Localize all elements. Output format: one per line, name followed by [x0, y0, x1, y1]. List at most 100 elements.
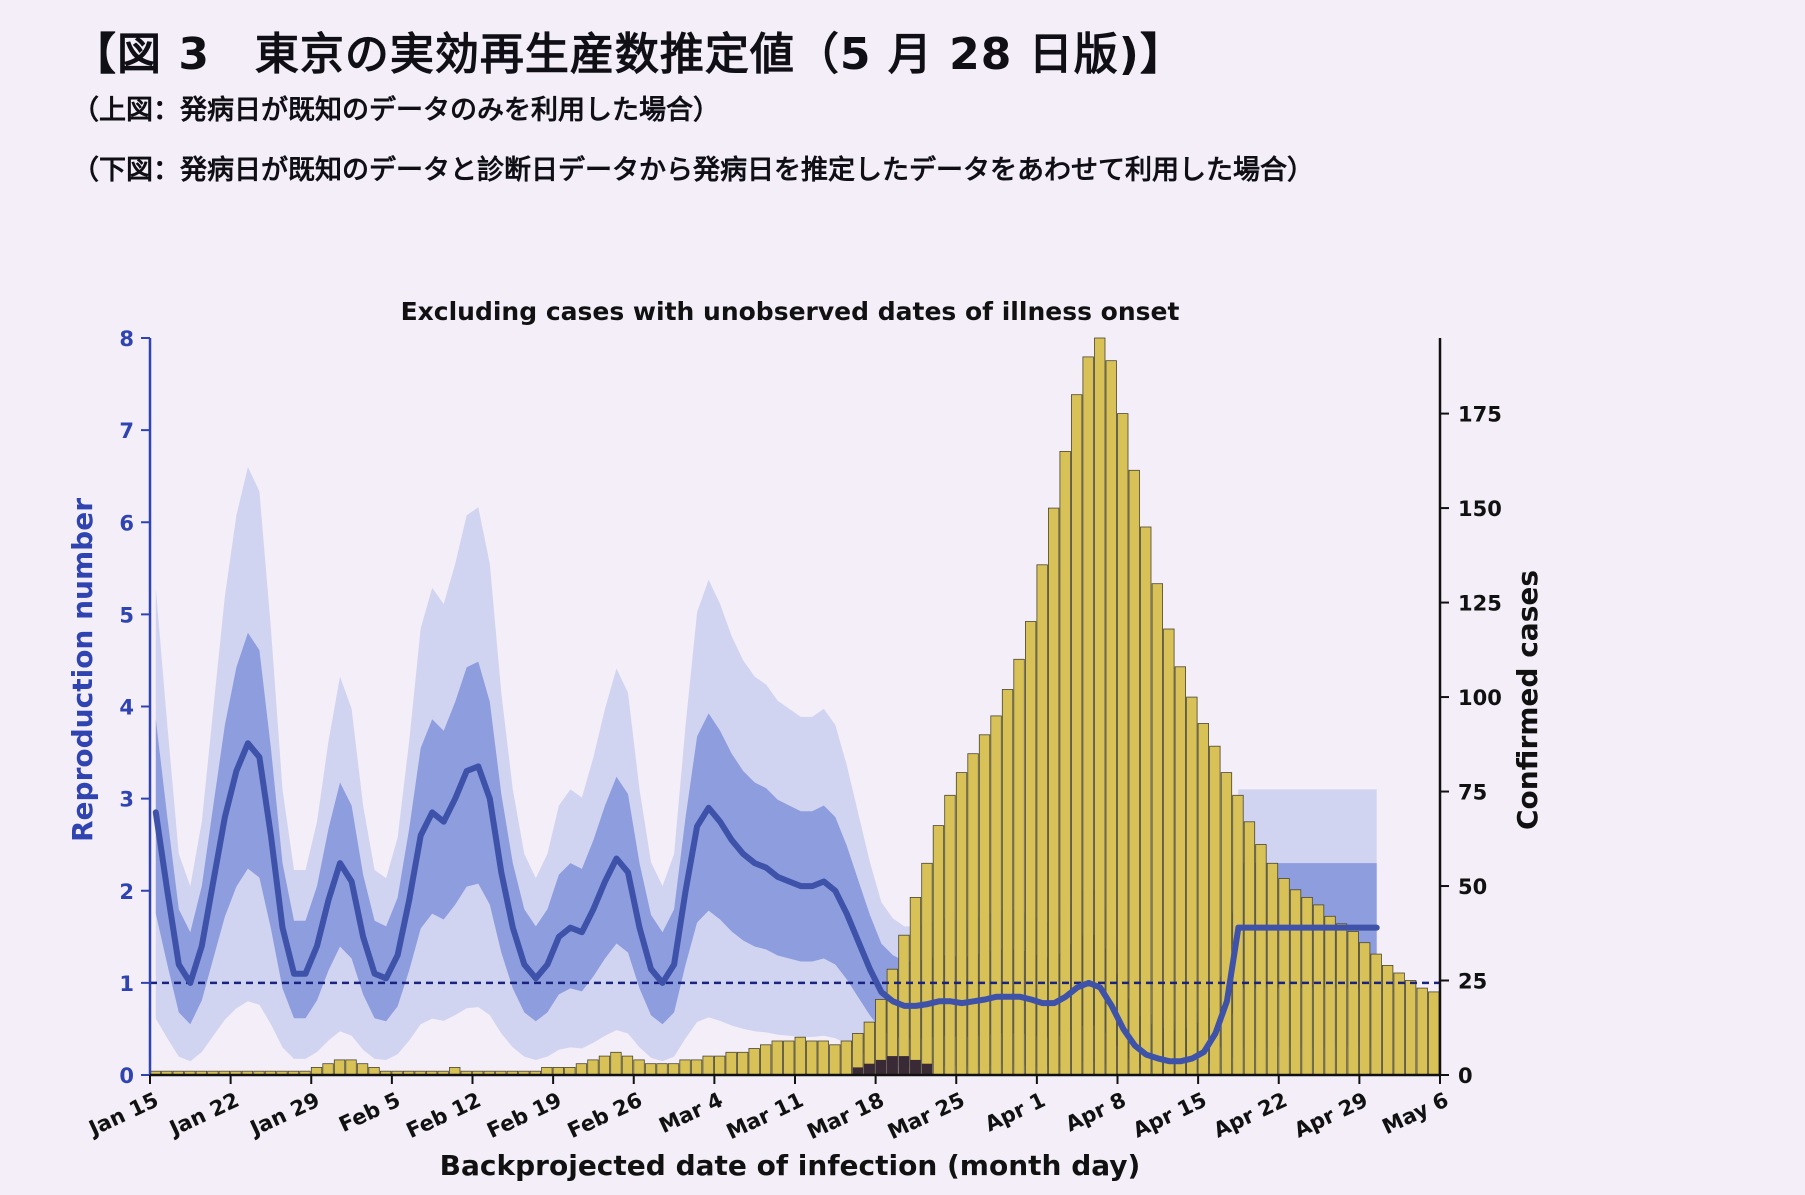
- case-bar: [1002, 690, 1013, 1076]
- case-bar: [645, 1064, 656, 1075]
- case-bar: [1302, 897, 1313, 1075]
- right-tick-label: 25: [1458, 970, 1487, 994]
- x-tick-label: Feb 12: [403, 1088, 485, 1143]
- case-bar: [795, 1037, 806, 1075]
- x-tick-label: Mar 4: [655, 1088, 726, 1138]
- case-bar: [1048, 508, 1059, 1075]
- case-bar: [1164, 629, 1175, 1075]
- x-tick-label: Apr 8: [1062, 1088, 1130, 1137]
- case-bar: [1336, 924, 1347, 1075]
- case-bar: [784, 1041, 795, 1075]
- case-bar: [945, 795, 956, 1075]
- case-bar: [1348, 931, 1359, 1075]
- case-bar: [1129, 470, 1140, 1075]
- case-bar: [714, 1056, 725, 1075]
- left-tick-label: 8: [119, 327, 134, 351]
- case-bar: [357, 1064, 368, 1075]
- case-bar: [346, 1060, 357, 1075]
- dark-case-bar: [864, 1064, 875, 1075]
- left-tick-label: 6: [119, 511, 134, 535]
- case-bar: [1175, 667, 1186, 1075]
- case-bar: [818, 1041, 829, 1075]
- right-axis-label: Confirmed cases: [1511, 570, 1544, 830]
- case-bar: [1267, 863, 1278, 1075]
- case-bar: [657, 1064, 668, 1075]
- case-bar: [1279, 879, 1290, 1076]
- case-bar: [1118, 414, 1129, 1075]
- case-bar: [956, 773, 967, 1075]
- dark-case-bar: [887, 1056, 898, 1075]
- right-tick-label: 100: [1458, 686, 1502, 710]
- case-bar: [968, 754, 979, 1075]
- case-bar: [611, 1052, 622, 1075]
- case-bar: [807, 1041, 818, 1075]
- case-bar: [910, 897, 921, 1075]
- case-bar: [703, 1056, 714, 1075]
- x-axis-label: Backprojected date of infection (month d…: [440, 1149, 1141, 1182]
- case-bar: [1359, 943, 1370, 1075]
- case-bar: [830, 1045, 841, 1075]
- case-bar: [599, 1056, 610, 1075]
- case-bar: [1256, 845, 1267, 1076]
- case-bar: [668, 1064, 679, 1075]
- case-bar: [1221, 773, 1232, 1075]
- x-tick-label: May 6: [1378, 1088, 1452, 1139]
- right-tick-label: 0: [1458, 1064, 1473, 1088]
- left-tick-label: 2: [119, 880, 134, 904]
- case-bar: [1037, 565, 1048, 1075]
- x-tick-label: Feb 26: [564, 1088, 646, 1143]
- x-tick-label: Apr 22: [1210, 1088, 1291, 1143]
- right-tick-label: 75: [1458, 781, 1487, 805]
- right-tick-label: 125: [1458, 592, 1502, 616]
- x-tick-label: Feb 19: [483, 1088, 565, 1143]
- case-bar: [1152, 584, 1163, 1075]
- x-tick-label: Mar 25: [884, 1088, 968, 1144]
- case-bar: [737, 1052, 748, 1075]
- left-tick-label: 7: [119, 419, 134, 443]
- case-bar: [691, 1060, 702, 1075]
- x-tick-label: Apr 15: [1129, 1088, 1210, 1143]
- case-bar: [634, 1060, 645, 1075]
- x-tick-label: Jan 22: [164, 1088, 243, 1142]
- case-bar: [1060, 451, 1071, 1075]
- case-bar: [933, 826, 944, 1075]
- case-bar: [1071, 395, 1082, 1075]
- case-bar: [680, 1060, 691, 1075]
- case-bar: [1244, 822, 1255, 1075]
- dark-case-bar: [876, 1060, 887, 1075]
- case-bar: [1141, 527, 1152, 1075]
- x-tick-label: Apr 1: [981, 1088, 1049, 1137]
- x-tick-label: Mar 18: [803, 1088, 887, 1144]
- case-bar: [1405, 981, 1416, 1076]
- left-tick-label: 5: [119, 603, 134, 627]
- case-bar: [334, 1060, 345, 1075]
- case-bar: [1417, 988, 1428, 1075]
- case-bar: [1198, 724, 1209, 1076]
- x-tick-label: Jan 15: [84, 1088, 163, 1142]
- case-bar: [1083, 357, 1094, 1075]
- case-bar: [1106, 361, 1117, 1075]
- case-bar: [323, 1064, 334, 1075]
- left-tick-label: 4: [119, 696, 134, 720]
- chart-title: Excluding cases with unobserved dates of…: [401, 297, 1180, 326]
- x-tick-label: Apr 29: [1290, 1088, 1371, 1143]
- x-tick-label: Jan 29: [245, 1088, 324, 1142]
- case-bar: [1095, 338, 1106, 1075]
- left-tick-label: 0: [119, 1064, 134, 1088]
- dark-case-bar: [899, 1056, 910, 1075]
- case-bar: [841, 1041, 852, 1075]
- case-bar: [1187, 697, 1198, 1075]
- case-bar: [749, 1049, 760, 1076]
- dark-case-bar: [910, 1060, 921, 1075]
- case-bar: [1394, 973, 1405, 1075]
- case-bar: [991, 716, 1002, 1075]
- case-bar: [1014, 659, 1025, 1075]
- x-tick-label: Feb 5: [335, 1088, 404, 1137]
- case-bar: [1371, 954, 1382, 1075]
- left-tick-label: 1: [119, 972, 134, 996]
- case-bar: [922, 863, 933, 1075]
- case-bar: [760, 1045, 771, 1075]
- right-tick-label: 50: [1458, 875, 1487, 899]
